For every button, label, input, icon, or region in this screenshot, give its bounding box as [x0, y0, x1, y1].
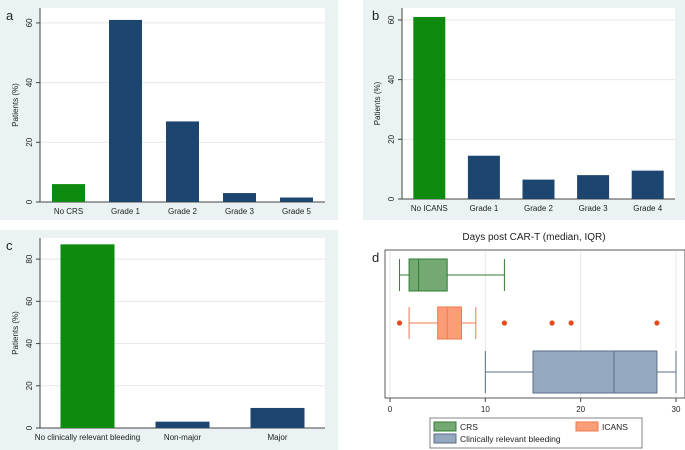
- panel-c-category-label: No clinically relevant bleeding: [35, 433, 140, 442]
- panel-d-box: [437, 306, 462, 340]
- panel-c-y-tick-label: 0: [25, 425, 34, 430]
- panel-d-box: [532, 350, 658, 394]
- panel-a-y-tick-label: 0: [25, 199, 34, 204]
- panel-b-bar: [413, 16, 446, 199]
- panel-b-y-tick-label: 20: [387, 134, 396, 143]
- panel-a-y-tick-label: 20: [25, 137, 34, 146]
- panel-c-y-tick-label: 60: [25, 296, 34, 305]
- panel-a-bar: [109, 19, 142, 202]
- panel-d-legend-swatch: [575, 421, 599, 432]
- panel-d-x-tick-label: 30: [672, 405, 681, 414]
- panel-b-y-axis-title: Patients (%): [373, 81, 382, 125]
- panel-d-legend-label: ICANS: [602, 422, 628, 432]
- panel-d-legend-swatch: [433, 421, 457, 432]
- panel-b-y-tick-label: 60: [387, 15, 396, 24]
- panel-c-bar: [250, 407, 305, 428]
- panel-d-x-tick-label: 20: [576, 405, 585, 414]
- panel-d-outlier-point: [396, 320, 403, 326]
- panel-d-outlier-point: [549, 320, 555, 326]
- panel-a-category-label: Grade 5: [282, 207, 311, 216]
- panel-a-category-label: Grade 3: [225, 207, 254, 216]
- panel-b-category-label: No ICANS: [411, 204, 448, 213]
- panel-a-category-label: Grade 1: [111, 207, 140, 216]
- panel-a-bar: [166, 121, 199, 202]
- panel-a-bar: [280, 197, 313, 202]
- panel-a-y-axis-title: Patients (%): [11, 83, 20, 127]
- panel-a: a: [0, 0, 338, 220]
- panel-d-outlier-point: [654, 320, 660, 326]
- panel-c-category-label: Major: [267, 433, 287, 442]
- panel-b-bar: [522, 179, 555, 199]
- panel-d-title: Days post CAR-T (median, IQR): [462, 232, 605, 243]
- panel-d-x-tick-label: 0: [388, 405, 393, 414]
- panel-b-y-tick-label: 40: [387, 75, 396, 84]
- panel-c-y-axis-title: Patients (%): [11, 311, 20, 355]
- panel-c-bar: [60, 244, 115, 428]
- panel-a-bar: [52, 184, 85, 202]
- panel-d-x-tick-label: 10: [481, 405, 490, 414]
- panel-c-y-tick-label: 20: [25, 381, 34, 390]
- panel-b-bar: [577, 175, 610, 199]
- panel-b-y-tick-label: 0: [387, 196, 396, 201]
- panel-b-bar: [467, 155, 500, 199]
- panel-a-category-label: No CRS: [54, 207, 83, 216]
- panel-b-category-label: Grade 4: [633, 204, 662, 213]
- panel-d-outlier-point: [568, 320, 574, 326]
- panel-a-bar: [223, 193, 256, 202]
- panel-a-label: a: [6, 8, 14, 23]
- panel-b-category-label: Grade 2: [524, 204, 553, 213]
- panel-b-plot-area: [402, 8, 675, 199]
- panel-d-legend-label: CRS: [460, 422, 478, 432]
- panel-c-y-tick-label: 80: [25, 254, 34, 263]
- panel-a-y-tick-label: 60: [25, 18, 34, 27]
- panel-d-outlier-point: [501, 320, 507, 326]
- panel-c-label: c: [6, 238, 13, 253]
- panel-d-legend-label: Clinically relevant bleeding: [460, 434, 561, 444]
- panel-c-bar: [155, 421, 210, 428]
- panel-b-category-label: Grade 1: [469, 204, 498, 213]
- panel-d-label: d: [372, 250, 379, 265]
- panel-a-y-tick-label: 40: [25, 78, 34, 87]
- panel-a-category-label: Grade 2: [168, 207, 197, 216]
- panel-d-legend-swatch: [433, 433, 457, 444]
- panel-d-box: [408, 258, 448, 292]
- panel-c-y-tick-label: 40: [25, 339, 34, 348]
- panel-b-bar: [631, 170, 664, 199]
- panel-d-legend: [429, 417, 643, 449]
- panel-b-category-label: Grade 3: [579, 204, 608, 213]
- panel-b-label: b: [372, 8, 379, 23]
- panel-c-category-label: Non-major: [164, 433, 202, 442]
